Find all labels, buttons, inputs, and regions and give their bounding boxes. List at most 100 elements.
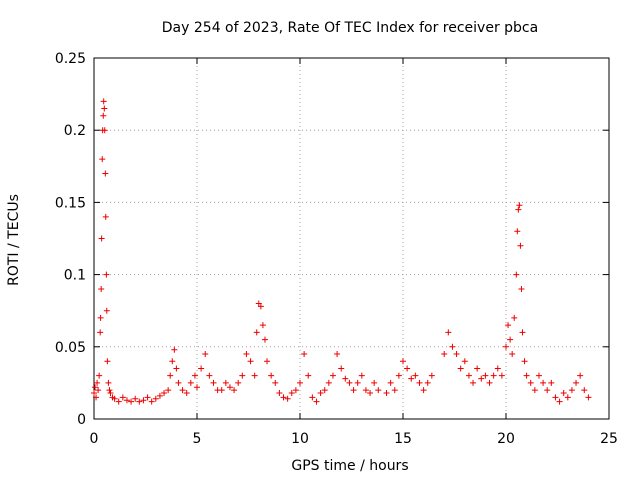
data-point-marker [461,358,468,365]
data-point-marker [148,398,155,405]
data-point-marker [102,170,109,177]
data-point-marker [521,358,528,365]
data-point-marker [404,365,411,372]
data-point-marker [210,379,217,386]
data-point-marker [354,379,361,386]
data-point-marker [218,387,225,394]
data-point-marker [101,127,108,134]
data-point-marker [202,351,209,358]
data-point-marker [305,372,312,379]
data-point-marker [482,372,489,379]
data-point-marker [140,397,147,404]
data-points [91,98,592,405]
data-point-marker [103,271,110,278]
data-point-marker [144,394,151,401]
data-point-marker [478,375,485,382]
x-tick-label: 10 [291,431,309,447]
data-point-marker [531,387,538,394]
data-point-marker [564,394,571,401]
x-axis-ticks: 0 5 10 15 20 25 [90,58,618,447]
data-point-marker [183,390,190,397]
data-point-marker [105,379,112,386]
data-point-marker [309,394,316,401]
y-tick-label: 0.2 [64,123,86,139]
data-point-marker [231,387,238,394]
data-point-marker [243,351,250,358]
data-point-marker [544,387,551,394]
data-point-marker [540,379,547,386]
data-point-marker [317,390,324,397]
data-point-marker [535,372,542,379]
data-point-marker [106,387,113,394]
data-point-marker [325,379,332,386]
data-point-marker [383,390,390,397]
data-point-marker [268,372,275,379]
data-point-marker [222,379,229,386]
data-point-marker [94,379,101,386]
data-point-marker [175,379,182,386]
data-point-marker [362,387,369,394]
data-point-marker [100,98,107,105]
data-point-marker [235,379,242,386]
data-point-marker [470,379,477,386]
data-point-marker [100,112,107,119]
data-point-marker [577,372,584,379]
data-point-marker [313,398,320,405]
data-point-marker [507,336,514,343]
y-axis-label: ROTI / TECUs [6,194,22,286]
data-point-marker [573,379,580,386]
data-point-marker [284,395,291,402]
data-point-marker [239,372,246,379]
data-point-marker [395,372,402,379]
data-point-marker [498,372,505,379]
data-point-marker [259,322,266,329]
data-point-marker [132,395,139,402]
data-point-marker [342,375,349,382]
data-point-marker [301,351,308,358]
data-point-marker [247,358,254,365]
data-point-marker [346,379,353,386]
data-point-marker [560,390,567,397]
data-point-marker [334,351,341,358]
data-point-marker [167,372,174,379]
y-tick-label: 0 [77,412,86,428]
data-point-marker [91,390,97,397]
data-point-marker [253,329,260,336]
x-tick-label: 0 [90,431,99,447]
data-point-marker [321,387,328,394]
data-point-marker [509,351,516,358]
data-point-marker [585,394,592,401]
y-axis-ticks: 0 0.05 0.1 0.15 0.2 0.25 [55,51,609,428]
data-point-marker [171,346,178,353]
data-point-marker [272,379,279,386]
x-axis-label: GPS time / hours [291,458,408,474]
data-point-marker [424,379,431,386]
data-point-marker [101,105,108,112]
data-point-marker [276,390,283,397]
y-tick-label: 0.05 [55,340,86,356]
x-tick-label: 5 [193,431,202,447]
data-point-marker [102,213,109,220]
data-point-marker [391,387,398,394]
data-point-marker [95,387,102,394]
data-point-marker [103,307,110,314]
y-tick-label: 0.25 [55,51,86,67]
data-point-marker [511,314,518,321]
data-point-marker [173,365,180,372]
data-point-marker [358,372,365,379]
data-point-marker [98,286,105,293]
data-point-marker [338,365,345,372]
data-point-marker [97,329,104,336]
data-point-marker [367,390,374,397]
data-point-marker [516,202,523,209]
data-point-marker [187,379,194,386]
data-point-marker [93,394,100,401]
data-point-marker [261,336,268,343]
data-point-marker [408,375,415,382]
data-point-marker [420,387,427,394]
data-point-marker [226,384,233,391]
data-point-marker [288,390,295,397]
data-point-marker [515,206,522,213]
data-point-marker [375,387,382,394]
data-point-marker [457,365,464,372]
